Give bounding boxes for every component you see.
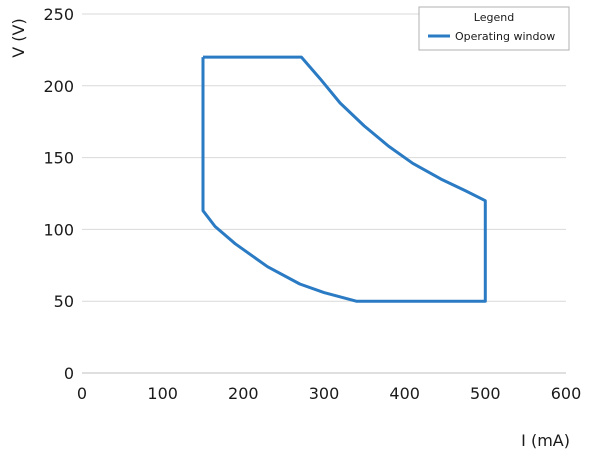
x-tick-label-200: 200 [228, 384, 259, 403]
y-tick-labels: 0 50 100 150 200 250 [43, 5, 74, 383]
legend: Legend Operating window [418, 6, 570, 51]
x-tick-label-0: 0 [77, 384, 87, 403]
x-tick-label-500: 500 [470, 384, 501, 403]
y-tick-label-50: 50 [54, 292, 74, 311]
x-tick-label-300: 300 [309, 384, 340, 403]
x-tick-labels: 0 100 200 300 400 500 600 [77, 384, 581, 403]
y-axis-title: V (V) [9, 18, 28, 57]
y-tick-label-150: 150 [43, 149, 74, 168]
x-tick-label-600: 600 [551, 384, 582, 403]
y-tick-label-0: 0 [64, 364, 74, 383]
y-tick-label-200: 200 [43, 77, 74, 96]
series-line-operating-window [201, 55, 487, 303]
x-tick-label-400: 400 [389, 384, 420, 403]
y-tick-label-100: 100 [43, 220, 74, 239]
gridlines [82, 13, 566, 302]
x-tick-label-100: 100 [147, 384, 178, 403]
y-tick-label-250: 250 [43, 5, 74, 24]
legend-label: Operating window [455, 30, 555, 43]
legend-title: Legend [474, 11, 514, 24]
x-axis-title: I (mA) [521, 431, 570, 450]
legend-box [418, 6, 570, 51]
